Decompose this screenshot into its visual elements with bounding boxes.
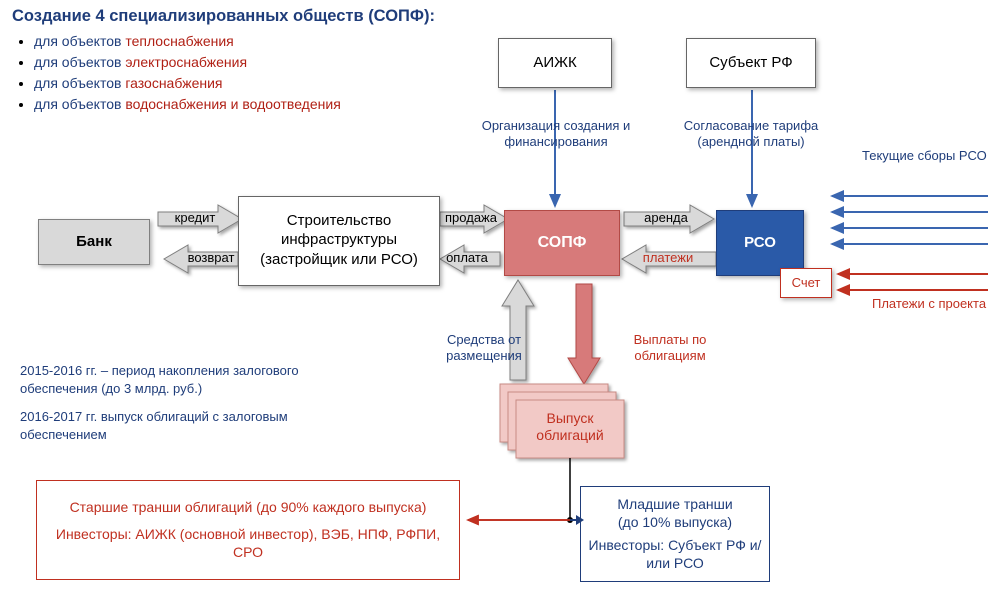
lbl-return: возврат <box>176 250 246 266</box>
node-build-title: Строительство инфраструктуры <box>239 212 439 250</box>
node-rso: РСО <box>716 210 804 276</box>
arrow-to-junior-head <box>576 515 584 525</box>
node-schet-label: Счет <box>792 275 821 291</box>
tranche-senior: Старшие транши облигаций (до 90% каждого… <box>36 480 460 580</box>
node-rso-label: РСО <box>744 234 776 253</box>
lbl-pay: оплата <box>434 250 500 266</box>
lbl-projpay: Платежи с проекта <box>872 296 992 312</box>
node-subject-label: Субъект РФ <box>709 54 792 73</box>
lbl-credit: кредит <box>160 210 230 226</box>
node-bank-label: Банк <box>76 233 112 252</box>
tranche-junior-l2: (до 10% выпуска) <box>618 514 732 532</box>
tranche-junior-l1: Младшие транши <box>617 496 732 514</box>
lbl-bondpay: Выплаты по облигациям <box>610 332 730 363</box>
lbl-tariff: Согласование тарифа (арендной платы) <box>656 118 846 149</box>
tranche-senior-l1: Старшие транши облигаций (до 90% каждого… <box>70 499 427 517</box>
node-sopf-label: СОПФ <box>538 233 587 253</box>
node-subject: Субъект РФ <box>686 38 816 88</box>
node-aizhk-label: АИЖК <box>533 54 576 73</box>
node-bank: Банк <box>38 219 150 265</box>
node-aizhk: АИЖК <box>498 38 612 88</box>
node-schet: Счет <box>780 268 832 298</box>
lbl-bonds: Выпуск облигаций <box>520 410 620 444</box>
tranche-junior-l3: Инвесторы: Субъект РФ и/или РСО <box>585 537 765 572</box>
note-period2: 2016-2017 гг. выпуск облигаций с залогов… <box>20 408 350 444</box>
node-build: Строительство инфраструктуры (застройщик… <box>238 196 440 286</box>
node-build-sub: (застройщик или РСО) <box>260 251 418 270</box>
lbl-org: Организация создания и финансирования <box>456 118 656 149</box>
lbl-sale: продажа <box>436 210 506 226</box>
lbl-rent: аренда <box>630 210 702 226</box>
node-sopf: СОПФ <box>504 210 620 276</box>
tranche-senior-l2: Инвесторы: АИЖК (основной инвестор), ВЭБ… <box>43 526 453 561</box>
lbl-place: Средства от размещения <box>424 332 544 363</box>
note-period1: 2015-2016 гг. – период накопления залого… <box>20 362 350 398</box>
lbl-fees: Текущие сборы РСО <box>862 148 992 164</box>
lbl-payments: платежи <box>632 250 704 266</box>
tranche-junior: Младшие транши (до 10% выпуска) Инвестор… <box>580 486 770 582</box>
